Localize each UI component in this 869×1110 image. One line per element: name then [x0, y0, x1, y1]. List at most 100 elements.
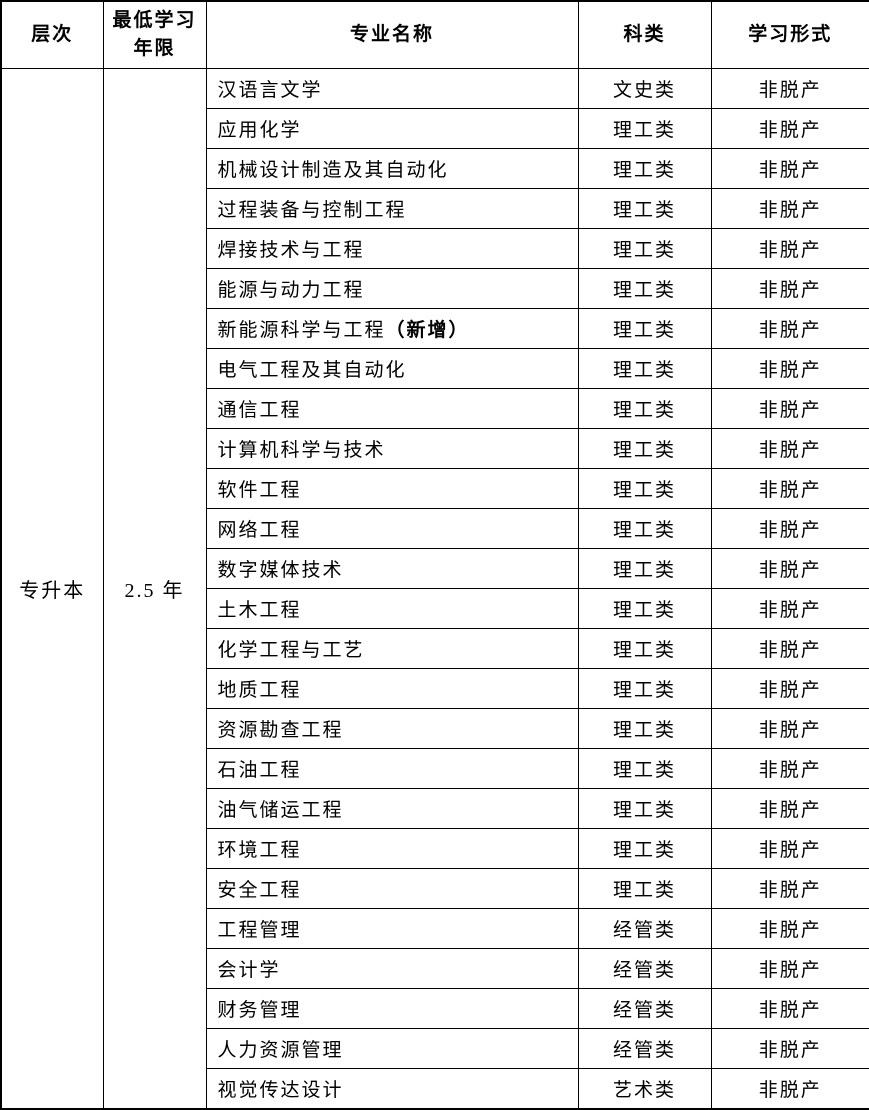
major-cell: 新能源科学与工程（新增）	[205, 308, 579, 349]
category-cell: 理工类	[577, 108, 712, 149]
category-cell: 理工类	[577, 348, 712, 389]
table-row: 新能源科学与工程（新增） 理工类 非脱产	[1, 308, 869, 349]
form-cell: 非脱产	[710, 108, 869, 149]
category-cell: 艺术类	[577, 1068, 712, 1110]
major-cell: 人力资源管理	[205, 1028, 579, 1069]
major-cell: 计算机科学与技术	[205, 428, 579, 469]
major-cell: 软件工程	[205, 468, 579, 509]
form-cell: 非脱产	[710, 868, 869, 909]
table-row: 安全工程 理工类 非脱产	[1, 868, 869, 909]
category-cell: 理工类	[577, 188, 712, 229]
form-cell: 非脱产	[710, 1068, 869, 1110]
form-cell: 非脱产	[710, 228, 869, 269]
major-text: 汉语言文学	[217, 80, 323, 101]
major-text: 地质工程	[217, 680, 302, 701]
major-text: 数字媒体技术	[217, 560, 344, 581]
major-text: 机械设计制造及其自动化	[217, 160, 449, 181]
form-cell: 非脱产	[710, 828, 869, 869]
major-cell: 汉语言文学	[205, 68, 579, 109]
table-row: 财务管理 经管类 非脱产	[1, 988, 869, 1029]
table-row: 环境工程 理工类 非脱产	[1, 828, 869, 869]
form-cell: 非脱产	[710, 308, 869, 349]
category-cell: 理工类	[577, 668, 712, 709]
major-cell: 过程装备与控制工程	[205, 188, 579, 229]
major-cell: 化学工程与工艺	[205, 628, 579, 669]
major-text: 土木工程	[217, 600, 302, 621]
form-cell: 非脱产	[710, 68, 869, 109]
category-cell: 理工类	[577, 588, 712, 629]
form-cell: 非脱产	[710, 1028, 869, 1069]
major-text: 会计学	[217, 960, 281, 981]
form-cell: 非脱产	[710, 388, 869, 429]
table-row: 电气工程及其自动化 理工类 非脱产	[1, 348, 869, 389]
major-text: 安全工程	[217, 880, 302, 901]
table-row: 数字媒体技术 理工类 非脱产	[1, 548, 869, 589]
table-row: 网络工程 理工类 非脱产	[1, 508, 869, 549]
category-cell: 经管类	[577, 988, 712, 1029]
category-cell: 理工类	[577, 508, 712, 549]
major-cell: 通信工程	[205, 388, 579, 429]
category-cell: 文史类	[577, 68, 712, 109]
form-cell: 非脱产	[710, 948, 869, 989]
table-row: 应用化学 理工类 非脱产	[1, 108, 869, 149]
major-cell: 电气工程及其自动化	[205, 348, 579, 389]
major-text: 通信工程	[217, 400, 302, 421]
category-cell: 理工类	[577, 308, 712, 349]
major-text: 视觉传达设计	[217, 1080, 344, 1101]
major-text: 环境工程	[217, 840, 302, 861]
major-suffix: （新增）	[385, 320, 470, 341]
table-row: 软件工程 理工类 非脱产	[1, 468, 869, 509]
category-cell: 理工类	[577, 828, 712, 869]
major-cell: 油气储运工程	[205, 788, 579, 829]
category-cell: 经管类	[577, 1028, 712, 1069]
table-row: 土木工程 理工类 非脱产	[1, 588, 869, 629]
major-cell: 环境工程	[205, 828, 579, 869]
form-cell: 非脱产	[710, 548, 869, 589]
form-cell: 非脱产	[710, 988, 869, 1029]
major-text: 网络工程	[217, 520, 302, 541]
major-text: 电气工程及其自动化	[217, 360, 407, 381]
header-category: 科类	[577, 0, 712, 69]
category-cell: 经管类	[577, 908, 712, 949]
table-row: 工程管理 经管类 非脱产	[1, 908, 869, 949]
category-cell: 理工类	[577, 148, 712, 189]
major-text: 应用化学	[217, 120, 302, 141]
table-row: 油气储运工程 理工类 非脱产	[1, 788, 869, 829]
table-row: 焊接技术与工程 理工类 非脱产	[1, 228, 869, 269]
form-cell: 非脱产	[710, 748, 869, 789]
category-cell: 理工类	[577, 228, 712, 269]
major-text: 化学工程与工艺	[217, 640, 365, 661]
table-row: 人力资源管理 经管类 非脱产	[1, 1028, 869, 1069]
form-cell: 非脱产	[710, 908, 869, 949]
major-text: 新能源科学与工程	[217, 320, 386, 341]
form-cell: 非脱产	[710, 428, 869, 469]
table-row: 化学工程与工艺 理工类 非脱产	[1, 628, 869, 669]
category-cell: 经管类	[577, 948, 712, 989]
category-cell: 理工类	[577, 748, 712, 789]
major-cell: 财务管理	[205, 988, 579, 1029]
major-cell: 能源与动力工程	[205, 268, 579, 309]
major-text: 财务管理	[217, 1000, 302, 1021]
header-min-years: 最低学习年限	[102, 0, 207, 69]
table-row: 通信工程 理工类 非脱产	[1, 388, 869, 429]
category-cell: 理工类	[577, 268, 712, 309]
major-cell: 视觉传达设计	[205, 1068, 579, 1110]
category-cell: 理工类	[577, 468, 712, 509]
major-text: 过程装备与控制工程	[217, 200, 407, 221]
form-cell: 非脱产	[710, 668, 869, 709]
major-text: 计算机科学与技术	[217, 440, 386, 461]
major-cell: 数字媒体技术	[205, 548, 579, 589]
form-cell: 非脱产	[710, 468, 869, 509]
category-cell: 理工类	[577, 428, 712, 469]
min-years-cell: 2.5 年	[102, 68, 207, 1110]
table-row: 地质工程 理工类 非脱产	[1, 668, 869, 709]
form-cell: 非脱产	[710, 708, 869, 749]
major-text: 油气储运工程	[217, 800, 344, 821]
major-text: 人力资源管理	[217, 1040, 344, 1061]
category-cell: 理工类	[577, 628, 712, 669]
table-row: 机械设计制造及其自动化 理工类 非脱产	[1, 148, 869, 189]
major-text: 工程管理	[217, 920, 302, 941]
table-row: 计算机科学与技术 理工类 非脱产	[1, 428, 869, 469]
table-row: 专升本 2.5 年汉语言文学 文史类 非脱产	[0, 68, 869, 1110]
major-text: 软件工程	[217, 480, 302, 501]
